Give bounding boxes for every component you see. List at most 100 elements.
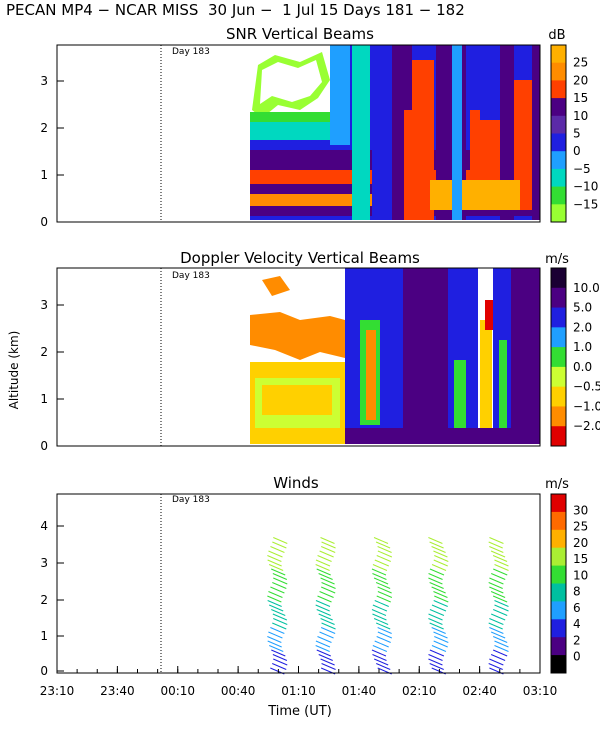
colorbar-swatch [551, 494, 566, 513]
colorbar-label: 10 [573, 568, 588, 582]
colorbar-label: −5 [573, 162, 591, 176]
doppler-colorbar: m/s 10.0 5.0 2.0 1.0 0.0 −0.5 −1.0 −2.0 [545, 252, 600, 447]
snr-heatmap [250, 45, 540, 220]
colorbar-swatch [551, 601, 566, 620]
wind-barb [494, 600, 509, 607]
wind-barb [433, 600, 448, 607]
wind-barb [321, 663, 336, 670]
wind-barb [315, 640, 331, 648]
wind-barb [319, 550, 334, 558]
wind-barb [269, 645, 284, 652]
colorbar-label: −15 [573, 197, 598, 211]
wind-barb [267, 640, 282, 648]
wind-profile [371, 537, 393, 675]
xtick-label: 00:40 [221, 684, 256, 698]
wind-barb [371, 649, 387, 657]
doppler-ytick-label: 0 [40, 439, 48, 453]
wind-barb [270, 586, 285, 594]
wind-barb [374, 640, 389, 648]
wind-barb [433, 640, 448, 648]
wind-barb [431, 546, 446, 553]
wind-barb [377, 550, 393, 558]
colorbar-frame [550, 44, 567, 223]
wind-barb [494, 559, 509, 567]
snr-yticks: 0 1 2 3 [40, 74, 64, 229]
wind-barb [373, 577, 389, 585]
wind-barb [320, 627, 336, 634]
wind-barb [267, 636, 282, 643]
wind-barb [377, 627, 392, 634]
xtick-label: 23:40 [100, 684, 135, 698]
wind-barb [490, 591, 506, 598]
wind-barb [490, 550, 506, 558]
wind-barb [371, 609, 387, 616]
colorbar-label: 25 [573, 56, 588, 70]
wind-barb [267, 600, 282, 607]
wind-barb [320, 618, 335, 625]
wind-barb [318, 654, 333, 661]
wind-barb [431, 645, 447, 652]
wind-barb [268, 564, 284, 571]
colorbar-label: −2.0 [573, 419, 600, 433]
wind-barb [271, 649, 286, 657]
wind-barb [268, 631, 283, 639]
colorbar-swatch [551, 268, 566, 289]
xtick-label: 02:10 [402, 684, 437, 698]
wind-barb [272, 573, 288, 580]
wind-barb [490, 631, 506, 639]
colorbar-swatch [551, 347, 566, 368]
doppler-day-annotation: Day 183 [172, 271, 210, 281]
doppler-colorbar-unit: m/s [545, 252, 569, 267]
wind-barb [494, 564, 509, 571]
wind-barb [319, 591, 334, 598]
wind-barb [428, 577, 443, 585]
wind-barb [428, 573, 443, 580]
wind-barb [434, 555, 449, 562]
wind-barb [272, 613, 288, 621]
colorbar-swatch [551, 655, 566, 674]
wind-barb [320, 577, 335, 585]
wind-barb [429, 568, 445, 576]
wind-barb [376, 555, 391, 562]
wind-barb [320, 586, 336, 594]
colorbar-swatch [551, 62, 566, 81]
wind-barb [489, 577, 504, 585]
winds-colorbar-unit: m/s [545, 477, 569, 492]
wind-barb [318, 613, 333, 621]
doppler-yticks: 0 1 2 3 [40, 298, 64, 453]
wind-barb [373, 537, 389, 544]
wind-barb [429, 541, 444, 549]
wind-barb [375, 582, 391, 589]
wind-barb [492, 636, 508, 643]
wind-barb [428, 537, 443, 544]
colorbar-label: 10 [573, 109, 588, 123]
colorbar-swatch [551, 151, 566, 170]
wind-barb [270, 546, 285, 553]
wind-barb [267, 595, 282, 603]
wind-barb [320, 537, 335, 544]
wind-barb [377, 546, 392, 553]
wind-barb [489, 618, 504, 625]
wind-barb [269, 604, 284, 612]
xtick-label: 01:40 [342, 684, 377, 698]
wind-barb [434, 636, 449, 643]
colorbar-frame [550, 267, 567, 447]
wind-barb [489, 586, 504, 594]
colorbar-label: 30 [573, 503, 588, 517]
wind-barb [372, 645, 388, 652]
snr-ytick-label: 2 [40, 121, 48, 135]
winds-xticks: 23:10 23:40 00:10 00:40 01:10 01:40 02:10 02:40… [40, 666, 557, 698]
wind-barb [377, 586, 392, 594]
wind-barb [317, 555, 332, 562]
wind-barb [315, 600, 331, 607]
wind-barb [429, 582, 444, 589]
wind-barb [374, 600, 389, 607]
wind-barb [372, 573, 387, 580]
wind-barb [373, 618, 389, 625]
colorbar-label: −0.5 [573, 380, 600, 394]
wind-barb [377, 631, 393, 639]
wind-barb [492, 595, 508, 603]
doppler-ylabel: Altitude (km) [7, 331, 21, 410]
